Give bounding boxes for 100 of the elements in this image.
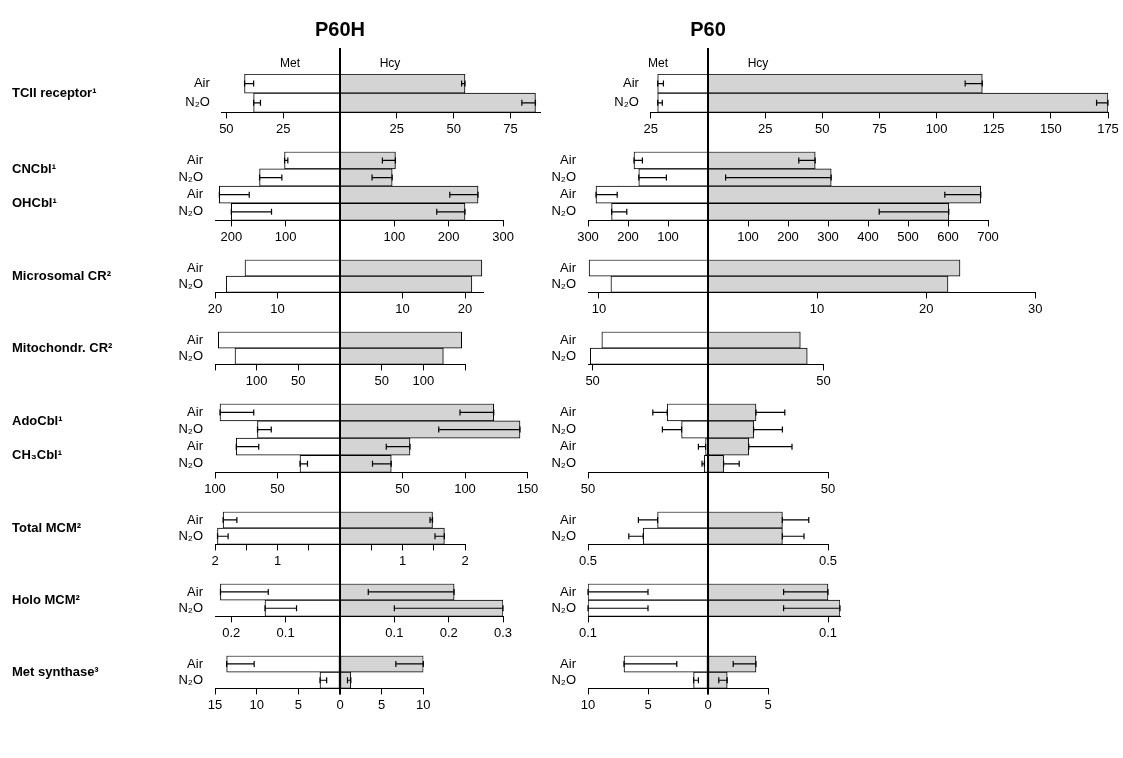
- y-tick-label: N₂O: [178, 599, 203, 615]
- y-tick-label: N₂O: [551, 671, 576, 687]
- chart-title: P60H: [314, 17, 366, 40]
- x-tick-label: 50: [580, 480, 596, 496]
- text: AdoCbl¹: [12, 412, 63, 428]
- x-tick-label: 30: [1028, 300, 1043, 316]
- x-tick-label: 0.1: [818, 624, 838, 640]
- x-tick-label: 50: [446, 120, 461, 136]
- x-tick-label: 5: [378, 696, 386, 712]
- x-tick-label: 50: [291, 372, 306, 388]
- x-tick-label: 100: [454, 480, 476, 496]
- x-tick-label: 0.1: [385, 624, 404, 640]
- x-tick-label: 100: [274, 228, 297, 244]
- x-tick-label: 0.1: [276, 624, 295, 640]
- x-tick-label: 0: [704, 696, 712, 712]
- y-tick-label: N₂O: [185, 94, 210, 110]
- x-tick-label: 700: [977, 228, 999, 244]
- text: OHCbl¹: [12, 194, 57, 210]
- chart-title: P60: [690, 17, 726, 40]
- y-tick-label: Air: [560, 259, 577, 275]
- y-tick-label: Air: [560, 403, 577, 419]
- x-tick-label: 0.5: [818, 552, 838, 568]
- x-tick-label: 150: [1040, 120, 1062, 136]
- y-tick-label: N₂O: [178, 421, 203, 437]
- x-tick-label: 100: [657, 228, 679, 244]
- y-tick-label: Air: [187, 583, 204, 599]
- y-tick-label: Air: [187, 655, 204, 671]
- x-tick-label: 50: [820, 480, 836, 496]
- series-label: Met: [279, 56, 301, 71]
- series-label: Met: [647, 56, 669, 71]
- y-tick-label: Air: [560, 151, 577, 167]
- x-tick-label: 10: [580, 696, 596, 712]
- x-tick-label: 50: [395, 480, 410, 496]
- series-label: Hcy: [379, 56, 401, 71]
- x-tick-label: 1: [273, 552, 282, 568]
- y-tick-label: N₂O: [551, 599, 576, 615]
- x-tick-label: 25: [643, 120, 659, 136]
- y-tick-label: Air: [187, 511, 204, 527]
- y-tick-label: Air: [187, 403, 204, 419]
- x-tick-label: 50: [816, 372, 831, 388]
- x-tick-label: 200: [777, 228, 799, 244]
- x-tick-label: 300: [817, 228, 839, 244]
- x-tick-label: 400: [857, 228, 879, 244]
- y-tick-label: Air: [187, 438, 204, 454]
- text: Total MCM²: [12, 519, 82, 535]
- y-tick-label: Air: [560, 583, 577, 599]
- y-tick-label: N₂O: [614, 94, 639, 110]
- y-tick-label: Air: [560, 186, 577, 202]
- y-tick-label: Air: [560, 331, 577, 347]
- y-tick-label: Air: [560, 511, 577, 527]
- x-tick-label: 100: [925, 120, 948, 136]
- text: CNCbl¹: [12, 160, 57, 176]
- x-tick-label: 10: [809, 300, 825, 316]
- x-tick-label: 0.2: [222, 624, 241, 640]
- y-tick-label: Air: [560, 655, 577, 671]
- y-tick-label: Air: [622, 75, 640, 91]
- y-tick-label: N₂O: [551, 169, 576, 185]
- x-tick-label: 5: [644, 696, 652, 712]
- x-tick-label: 15: [207, 696, 223, 712]
- text: Holo MCM²: [12, 591, 81, 607]
- x-tick-label: 0: [336, 696, 344, 712]
- x-tick-label: 75: [503, 120, 518, 136]
- text: Microsomal CR²: [12, 267, 112, 283]
- text: Mitochondr. CR²: [12, 339, 114, 355]
- x-tick-label: 150: [516, 480, 539, 496]
- x-tick-label: 10: [270, 300, 285, 316]
- x-tick-label: 100: [383, 228, 406, 244]
- x-tick-label: 100: [204, 480, 226, 496]
- y-tick-label: N₂O: [178, 169, 203, 185]
- y-tick-label: N₂O: [551, 455, 576, 471]
- x-tick-label: 50: [815, 120, 830, 136]
- x-tick-label: 25: [275, 120, 291, 136]
- y-tick-label: Air: [187, 151, 204, 167]
- x-tick-label: 10: [416, 696, 431, 712]
- y-tick-label: N₂O: [178, 455, 203, 471]
- x-tick-label: 10: [591, 300, 607, 316]
- x-tick-label: 0.3: [494, 624, 513, 640]
- x-tick-label: 200: [617, 228, 639, 244]
- y-tick-label: N₂O: [551, 203, 576, 219]
- x-tick-label: 175: [1097, 120, 1119, 136]
- y-tick-label: Air: [560, 438, 577, 454]
- x-tick-label: 25: [757, 120, 773, 136]
- x-tick-label: 100: [737, 228, 759, 244]
- x-tick-label: 0.2: [439, 624, 458, 640]
- x-tick-label: 100: [412, 372, 435, 388]
- x-tick-label: 10: [395, 300, 410, 316]
- x-tick-label: 100: [245, 372, 268, 388]
- text: Met synthase³: [12, 663, 100, 679]
- x-tick-label: 2: [211, 552, 219, 568]
- x-tick-label: 20: [918, 300, 934, 316]
- x-tick-label: 50: [270, 480, 285, 496]
- y-tick-label: N₂O: [178, 527, 203, 543]
- y-tick-label: N₂O: [178, 203, 203, 219]
- x-tick-label: 10: [249, 696, 264, 712]
- y-tick-label: N₂O: [178, 347, 203, 363]
- y-tick-label: N₂O: [551, 347, 576, 363]
- x-tick-label: 500: [897, 228, 919, 244]
- y-tick-label: Air: [187, 186, 204, 202]
- x-tick-label: 0.1: [578, 624, 598, 640]
- x-tick-label: 200: [437, 228, 460, 244]
